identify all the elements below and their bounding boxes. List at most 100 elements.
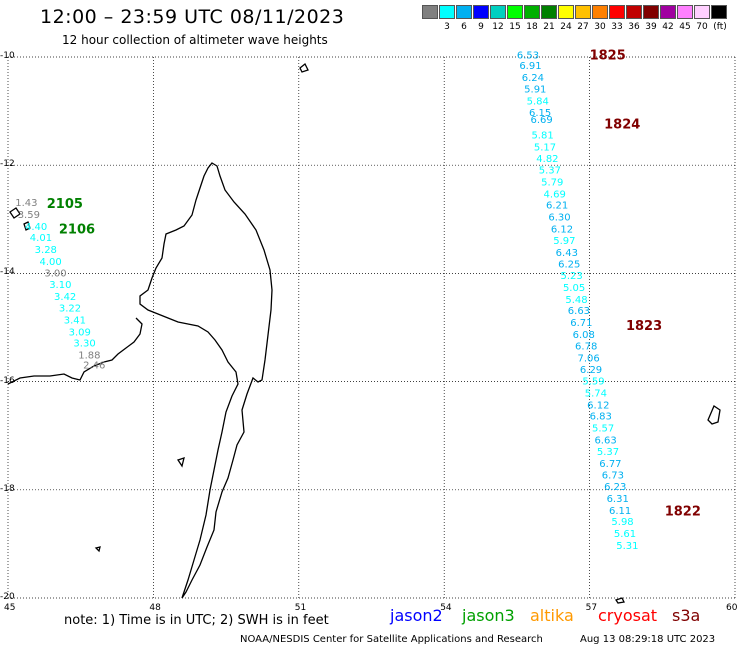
wave-height-value: 6.30 [548,213,570,224]
wave-height-value: 5.97 [553,236,575,247]
madagascar-coastline [139,162,273,599]
wave-height-value: 5.81 [531,130,553,141]
scale-swatch [473,5,489,19]
wave-height-value: 3.28 [35,245,57,256]
wave-height-value: 6.69 [530,115,552,126]
wave-height-value: 7.06 [577,353,599,364]
lat-tick-label: -16 [0,375,15,386]
scale-swatch [660,5,676,19]
wave-height-value: 5.61 [614,529,636,540]
scale-label: 33 [611,22,623,32]
pass-number-label: 1823 [626,319,662,334]
coastline [7,62,721,604]
scale-swatch [643,5,659,19]
lat-tick-label: -18 [0,483,15,494]
wave-height-value: 4.01 [30,233,52,244]
lat-tick-label: -14 [0,267,15,278]
wave-height-value: 5.31 [616,541,638,552]
scale-swatch [592,5,608,19]
scale-label: 9 [478,22,484,32]
lat-lon-grid [7,56,736,599]
sat-legend-s3a: s3a [672,606,701,625]
wave-height-value: 6.21 [546,201,568,212]
wave-height-value: 3.30 [73,339,95,350]
wave-height-value: 5.05 [563,283,585,294]
pass-number-label: 2105 [47,197,83,212]
scale-label: 12 [492,22,504,32]
wave-height-value: 3.59 [18,210,40,221]
scale-swatch [490,5,506,19]
pass-number-label: 1825 [590,48,626,63]
lat-tick-label: -20 [0,592,15,602]
pass-number-label: 1824 [604,118,640,133]
wave-height-value: 6.25 [558,260,580,271]
wave-height-value: 5.74 [585,388,607,399]
wave-height-value: 6.53 [517,50,539,61]
pass-number-label: 1822 [665,504,701,519]
scale-label: 36 [628,22,640,32]
chart-title: 12:00 – 23:59 UTC 08/11/2023 [40,6,345,28]
wave-height-value: 6.23 [604,482,626,493]
lon-tick-label: 51 [294,603,307,613]
wave-height-value: 3.00 [44,268,66,279]
scale-label: 6 [461,22,467,32]
wave-height-value: 6.12 [587,400,609,411]
scale-swatch [711,5,727,19]
sat-legend-cryosat: cryosat [598,606,658,625]
wave-height-value: 2.46 [83,360,105,371]
generated-timestamp: Aug 13 08:29:18 UTC 2023 [580,634,716,645]
credit-line: NOAA/NESDIS Center for Satellite Applica… [240,634,543,645]
sat-legend-altika: altika [530,606,574,625]
wave-height-value: 3.22 [59,303,81,314]
wave-height-value: 3.42 [54,292,76,303]
wave-height-value: 6.63 [568,306,590,317]
wave-height-value: 5.84 [527,96,549,107]
measurement-values: 6.536.916.245.915.846.156.69 5.815.174.82… [15,50,638,552]
wave-height-value: 5.57 [592,424,614,435]
wave-height-value: 4.40 [25,222,47,233]
lat-tick-label: -10 [0,51,15,61]
scale-swatch [507,5,523,19]
scale-swatch [694,5,710,19]
lon-tick-label: 54 [440,603,452,613]
footer-note: note: 1) Time is in UTC; 2) SWH is in fe… [64,613,329,628]
scale-swatch [456,5,472,19]
wave-height-value: 5.37 [597,447,619,458]
lon-tick-label: 60 [726,603,738,613]
wave-height-value: 6.77 [599,459,621,470]
scale-label: 21 [543,22,555,32]
small-islands [94,62,625,604]
wave-height-value: 5.98 [611,517,633,528]
wave-height-value: 4.00 [40,257,62,268]
scale-units: (ft) [713,22,727,32]
lat-tick-label: -12 [0,159,15,170]
scale-swatch [626,5,642,19]
lon-tick-label: 57 [585,603,598,613]
wave-height-value: 6.83 [590,412,612,423]
wave-height-value: 3.10 [49,280,71,291]
scale-swatch [439,5,455,19]
wave-height-value: 6.29 [580,365,602,376]
pass-labels: 1825 1824 1823 1822 2105 2106 [47,48,701,519]
wave-height-value: 6.12 [551,224,573,235]
wave-height-value: 6.78 [575,341,597,352]
wave-height-value: 6.15 [529,108,551,119]
wave-height-value: 3.09 [69,327,91,338]
scale-swatch [524,5,540,19]
scale-label: 42 [662,22,674,32]
scale-label: 27 [577,22,589,32]
wave-height-value: 5.48 [565,295,587,306]
wave-height-value: 6.24 [522,73,544,84]
wave-height-value: 6.91 [519,61,541,72]
scale-label: 39 [645,22,657,32]
scale-label: 3 [444,22,450,32]
scale-label: 30 [594,22,606,32]
scale-label: 45 [679,22,691,32]
wave-height-value: 1.43 [15,198,37,209]
scale-label: 18 [526,22,538,32]
wave-height-value: 6.71 [570,318,592,329]
pass-number-label: 2106 [59,222,95,237]
scale-label: 15 [509,22,521,32]
wave-height-value: 6.63 [594,435,616,446]
